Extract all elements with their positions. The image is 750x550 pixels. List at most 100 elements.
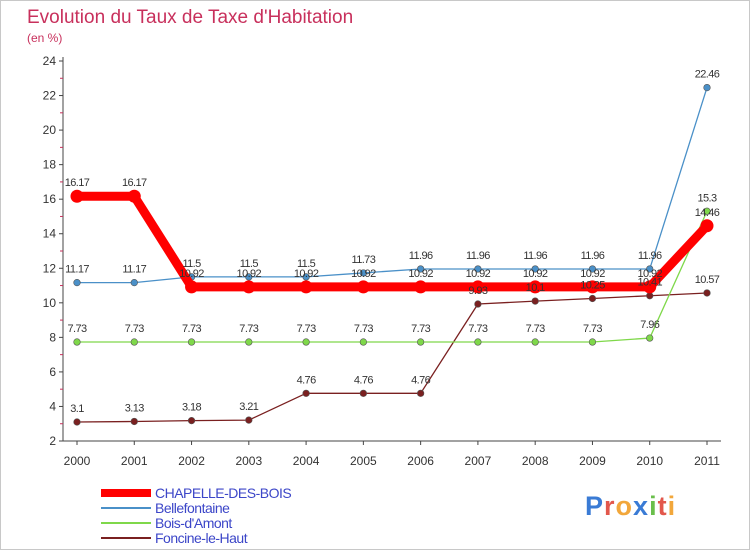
data-label: 11.5 [297, 258, 316, 270]
logo-letter: x [633, 491, 650, 521]
proxiti-logo[interactable]: Proxiti [585, 491, 676, 522]
data-point [531, 297, 539, 305]
data-point [528, 280, 542, 294]
data-label: 3.21 [239, 401, 258, 413]
data-point [359, 269, 367, 277]
data-point [73, 418, 81, 426]
y-tick-label: 10 [43, 296, 57, 310]
data-point [414, 280, 428, 294]
logo-letter: i [667, 491, 677, 521]
data-point [302, 338, 310, 346]
data-label: 10.41 [637, 277, 662, 289]
data-point [474, 300, 482, 308]
data-label: 7.73 [526, 323, 545, 335]
data-point [359, 338, 367, 346]
data-label: 11.96 [409, 250, 433, 262]
data-label: 10.92 [179, 268, 204, 280]
data-point [73, 279, 81, 287]
data-point [417, 265, 425, 273]
data-point [417, 389, 425, 397]
data-point [474, 265, 482, 273]
data-label: 10.92 [237, 268, 262, 280]
data-label: 4.76 [354, 374, 373, 386]
data-label: 11.96 [581, 250, 605, 262]
data-point [130, 279, 138, 287]
data-point [474, 338, 482, 346]
data-label: 11.73 [352, 254, 376, 266]
data-label: 7.73 [468, 323, 487, 335]
data-label: 10.92 [466, 268, 491, 280]
x-tick-label: 2000 [64, 454, 91, 468]
data-point [585, 280, 599, 294]
data-point [245, 273, 253, 281]
x-tick-label: 2011 [694, 454, 720, 468]
series-line [77, 211, 708, 343]
data-label: 4.76 [297, 374, 316, 386]
data-label: 11.5 [240, 258, 259, 270]
data-label: 7.73 [239, 323, 258, 335]
data-label: 3.1 [70, 403, 84, 415]
y-tick-label: 12 [43, 261, 57, 275]
legend-swatch [101, 521, 151, 524]
x-tick-label: 2004 [293, 454, 320, 468]
legend-label: Bellefontaine [155, 499, 230, 516]
data-point [417, 338, 425, 346]
logo-letter: P [585, 491, 605, 521]
data-label: 10.92 [523, 268, 548, 280]
data-point [646, 265, 654, 273]
x-tick-label: 2003 [235, 454, 262, 468]
data-point [531, 338, 539, 346]
data-point [359, 389, 367, 397]
data-label: 10.92 [637, 268, 662, 280]
data-point [299, 280, 313, 294]
data-label: 7.73 [354, 323, 373, 335]
data-point [73, 338, 81, 346]
data-label: 10.25 [580, 280, 605, 292]
legend-item: Bois-d'Amont [101, 514, 291, 531]
data-label: 7.73 [411, 323, 430, 335]
legend-swatch [101, 488, 151, 497]
data-label: 10.57 [695, 274, 720, 286]
y-tick-label: 24 [43, 54, 57, 68]
data-label: 11.5 [182, 258, 201, 270]
series-line [76, 292, 708, 423]
data-point [588, 265, 597, 273]
data-point [531, 265, 539, 273]
data-point [703, 207, 711, 215]
y-tick-label: 14 [43, 227, 57, 241]
legend-item: Foncine-le-Haut [101, 529, 291, 546]
x-tick-label: 2009 [579, 454, 606, 468]
data-point [703, 289, 711, 297]
legend-label: Bois-d'Amont [155, 514, 232, 531]
data-label: 4.76 [411, 374, 430, 386]
x-tick-label: 2008 [522, 454, 549, 468]
data-label: 10.1 [526, 282, 545, 294]
data-label: 3.13 [125, 402, 144, 414]
data-point [646, 334, 654, 342]
x-tick-label: 2005 [350, 454, 377, 468]
x-tick-label: 2002 [178, 454, 205, 468]
data-label: 10.92 [294, 268, 319, 280]
data-label: 16.17 [122, 177, 147, 189]
legend-item: CHAPELLE-DES-BOIS [101, 485, 292, 501]
y-tick-label: 6 [49, 365, 56, 379]
data-point [700, 219, 714, 233]
data-point [588, 294, 597, 303]
legend-item: Bellefontaine [101, 499, 291, 516]
data-point [185, 280, 199, 294]
data-point [302, 389, 310, 397]
data-label: 10.92 [580, 268, 605, 280]
data-point [187, 417, 196, 425]
data-label: 9.93 [468, 285, 487, 297]
data-label: 11.17 [122, 264, 146, 276]
legend-label: Foncine-le-Haut [155, 529, 248, 546]
data-point [643, 280, 657, 294]
legend-swatch [101, 506, 151, 509]
logo-letter: r [604, 491, 616, 521]
legend: CHAPELLE-DES-BOIS Bellefontaine Bois-d'A… [101, 485, 292, 546]
data-point [127, 189, 141, 203]
data-point [130, 338, 138, 346]
x-tick-label: 2010 [636, 454, 663, 468]
y-tick-label: 16 [43, 192, 57, 206]
